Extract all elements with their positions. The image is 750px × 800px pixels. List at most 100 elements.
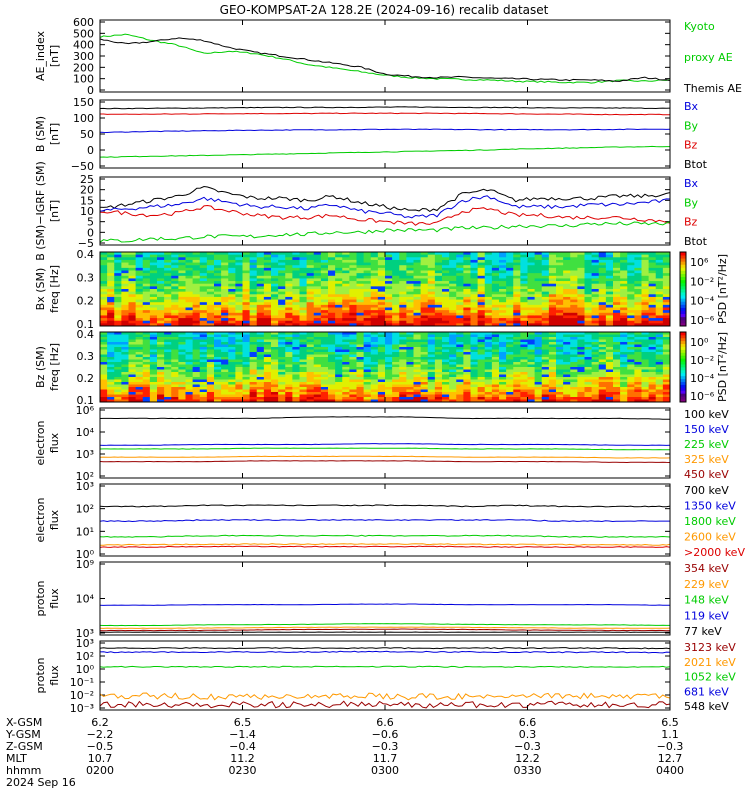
spectrogram-cell	[434, 349, 443, 353]
spectrogram-cell	[548, 397, 557, 400]
spectrogram-cell	[434, 252, 443, 256]
spectrogram-cell	[178, 344, 186, 348]
spectrogram-cell	[114, 318, 122, 322]
spectrogram-cell	[449, 342, 457, 345]
spectrogram-cell	[406, 323, 414, 327]
spectrogram-cell	[570, 362, 578, 365]
spectrogram-cell	[228, 357, 236, 360]
legend-entry: 119 keV	[684, 609, 729, 622]
spectrogram-cell	[363, 281, 372, 285]
spectrogram-cell	[299, 337, 308, 340]
spectrogram-cell	[470, 394, 479, 398]
spectrogram-cell	[427, 310, 436, 314]
spectrogram-cell	[442, 332, 450, 335]
spectrogram-cell	[662, 372, 671, 375]
spectrogram-cell	[178, 367, 186, 370]
spectrogram-cell	[292, 286, 300, 290]
spectrogram-cell	[413, 359, 422, 363]
spectrogram-cell	[157, 307, 165, 311]
spectrogram-cell	[377, 399, 386, 403]
spectrogram-cell	[385, 334, 393, 338]
spectrogram-cell	[442, 267, 450, 271]
spectrogram-cell	[484, 369, 493, 373]
spectrogram-cell	[285, 359, 293, 363]
spectrogram-cell	[442, 302, 450, 306]
spectrogram-cell	[655, 339, 664, 343]
spectrogram-cell	[392, 399, 400, 403]
spectrogram-cell	[627, 377, 635, 380]
spectrogram-cell	[477, 318, 486, 322]
spectrogram-cell	[192, 307, 201, 311]
spectrogram-cell	[420, 372, 429, 375]
legend-entry: 700 keV	[684, 484, 729, 497]
spectrogram-cell	[100, 367, 108, 370]
spectrogram-cell	[641, 315, 650, 319]
spectrogram-cell	[349, 273, 357, 277]
spectrogram-cell	[242, 289, 251, 293]
spectrogram-cell	[149, 379, 158, 383]
spectrogram-cell	[306, 337, 315, 340]
spectrogram-cell	[634, 281, 642, 285]
spectrogram-cell	[598, 357, 607, 360]
spectrogram-cell	[598, 273, 607, 277]
spectrogram-cell	[534, 337, 543, 340]
spectrogram-cell	[406, 312, 414, 316]
ephemeris-value: −0.4	[229, 740, 256, 753]
spectrogram-cell	[271, 384, 279, 388]
spectrogram-cell	[413, 294, 422, 298]
spectrogram-cell	[520, 265, 528, 269]
spectrogram-cell	[285, 364, 293, 368]
spectrogram-cell	[242, 367, 251, 370]
spectrogram-cell	[142, 337, 151, 340]
spectrogram-cell	[306, 270, 315, 274]
colorbar-tick-label: 10⁻⁶	[690, 314, 715, 327]
spectrogram-cell	[420, 364, 429, 368]
spectrogram-cell	[463, 299, 471, 303]
spectrogram-cell	[648, 332, 657, 335]
spectrogram-cell	[342, 302, 350, 306]
spectrogram-cell	[328, 310, 336, 314]
spectrogram-cell	[556, 254, 564, 258]
spectrogram-cell	[377, 332, 386, 335]
spectrogram-cell	[128, 387, 137, 390]
spectrogram-cell	[128, 394, 137, 398]
spectrogram-cell	[513, 291, 521, 295]
spectrogram-cell	[214, 281, 222, 285]
spectrogram-cell	[620, 291, 628, 295]
spectrogram-cell	[662, 349, 671, 353]
spectrogram-cell	[420, 273, 429, 277]
spectrogram-cell	[157, 294, 165, 298]
spectrogram-cell	[556, 372, 564, 375]
spectrogram-cell	[221, 265, 229, 269]
spectrogram-cell	[442, 352, 450, 355]
spectrogram-cell	[491, 374, 500, 378]
colorbar-cell	[680, 334, 686, 339]
spectrogram-cell	[256, 320, 265, 324]
spectrogram-cell	[178, 262, 186, 266]
spectrogram-cell	[541, 273, 550, 277]
ephemeris-value: 1.1	[661, 728, 679, 741]
spectrogram-cell	[598, 347, 607, 350]
spectrogram-cell	[413, 259, 422, 263]
spectrogram-cell	[370, 397, 379, 400]
spectrogram-cell	[477, 312, 486, 316]
spectrogram-cell	[484, 252, 493, 256]
spectrogram-cell	[349, 344, 357, 348]
spectrogram-cell	[662, 281, 671, 285]
y-axis-label: Bx (SM)	[34, 268, 47, 311]
spectrogram-cell	[513, 289, 521, 293]
spectrogram-cell	[328, 384, 336, 388]
spectrogram-cell	[206, 369, 215, 373]
spectrogram-cell	[548, 337, 557, 340]
spectrogram-cell	[534, 294, 543, 298]
spectrogram-cell	[292, 254, 300, 258]
spectrogram-cell	[449, 278, 457, 282]
y-tick-label: 10⁶	[76, 404, 95, 417]
spectrogram-cell	[192, 372, 201, 375]
spectrogram-cell	[142, 310, 151, 314]
spectrogram-cell	[320, 394, 329, 398]
spectrogram-cell	[164, 270, 172, 274]
spectrogram-cell	[313, 320, 322, 324]
spectrogram-cell	[613, 377, 621, 380]
spectrogram-cell	[605, 369, 614, 373]
